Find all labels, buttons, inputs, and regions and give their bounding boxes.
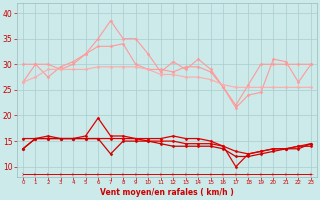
X-axis label: Vent moyen/en rafales ( km/h ): Vent moyen/en rafales ( km/h ) xyxy=(100,188,234,197)
